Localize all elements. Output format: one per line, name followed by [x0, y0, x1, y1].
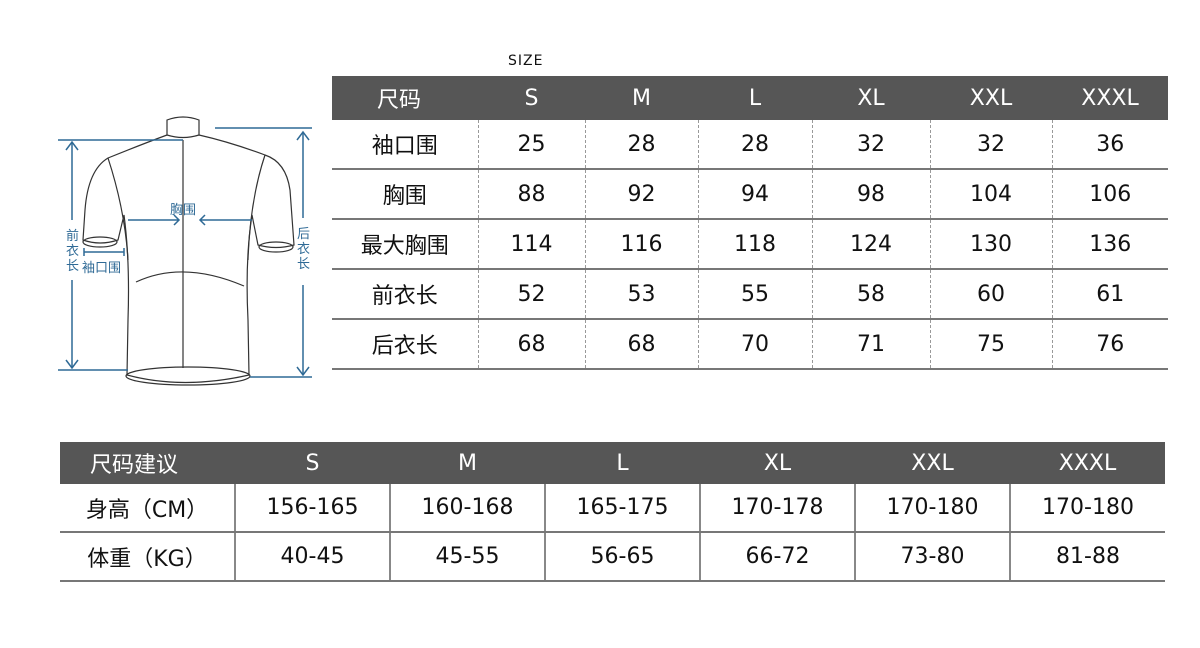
table-cell: 165-175: [544, 484, 700, 533]
measure-lines: [58, 127, 312, 378]
row-label: 袖口围: [332, 120, 478, 170]
table-cell: 114: [477, 219, 585, 270]
back-length-label-2: 衣: [297, 241, 310, 257]
table-cell: 28: [584, 120, 698, 170]
table-cell: 124: [811, 219, 930, 270]
row-label: 后衣长: [332, 319, 478, 370]
header-size: XL: [812, 76, 930, 120]
table-cell: 25: [477, 120, 585, 170]
header-size: M: [390, 442, 545, 484]
table-cell: 170-180: [854, 484, 1010, 533]
table-cell: 170-178: [699, 484, 855, 533]
table-cell: 56-65: [544, 532, 700, 582]
table-row: 后衣长 68 68 70 71 75 76: [332, 319, 1168, 370]
table-cell: 116: [584, 219, 698, 270]
front-length-label-1: 前: [66, 228, 79, 244]
back-length-label-1: 后: [297, 227, 310, 242]
row-label: 前衣长: [332, 269, 478, 320]
table-cell: 94: [697, 169, 812, 220]
front-length-label-2: 衣: [66, 243, 79, 259]
recommendation-header-row: 尺码建议 S M L XL XXL XXXL: [60, 442, 1165, 484]
table-row: 最大胸围 114 116 118 124 130 136: [332, 219, 1168, 270]
header-size: S: [478, 76, 585, 120]
cuff-label: 袖口围: [82, 261, 121, 276]
measurement-table: 尺码 S M L XL XXL XXXL 袖口围 25 28 28 32 32 36 胸围 88 92 94 98…: [332, 76, 1168, 370]
table-row: 体重（KG） 40-45 45-55 56-65 66-72 73-80 81-88: [60, 532, 1165, 582]
chest-label: 胸围: [170, 203, 196, 218]
table-cell: 75: [929, 319, 1052, 370]
table-cell: 32: [811, 120, 930, 170]
row-label: 胸围: [332, 169, 478, 220]
table-row: 身高（CM） 156-165 160-168 165-175 170-178 170-18…: [60, 484, 1165, 533]
jersey-diagram: 胸围 袖口围 前 衣 长 后 衣 长: [58, 116, 312, 386]
table-cell: 160-168: [389, 484, 545, 533]
table-row: 胸围 88 92 94 98 104 106: [332, 169, 1168, 220]
table-cell: 36: [1051, 120, 1168, 170]
back-length-label-3: 长: [297, 257, 310, 272]
size-caption: SIZE: [508, 53, 544, 69]
table-cell: 170-180: [1009, 484, 1165, 533]
table-cell: 92: [584, 169, 698, 220]
table-cell: 45-55: [389, 532, 545, 582]
header-size: L: [545, 442, 700, 484]
header-label: 尺码: [332, 76, 478, 120]
table-cell: 98: [811, 169, 930, 220]
header-size: M: [585, 76, 698, 120]
row-label: 最大胸围: [332, 219, 478, 270]
row-label: 体重（KG）: [60, 532, 235, 582]
table-cell: 68: [477, 319, 585, 370]
table-cell: 32: [929, 120, 1052, 170]
table-cell: 118: [697, 219, 812, 270]
row-label: 身高（CM）: [60, 484, 235, 533]
table-row: 袖口围 25 28 28 32 32 36: [332, 120, 1168, 170]
table-row: 前衣长 52 53 55 58 60 61: [332, 269, 1168, 320]
measurement-header-row: 尺码 S M L XL XXL XXXL: [332, 76, 1168, 120]
header-size: XXL: [930, 76, 1052, 120]
table-cell: 66-72: [699, 532, 855, 582]
table-cell: 104: [929, 169, 1052, 220]
table-cell: 53: [584, 269, 698, 320]
table-cell: 52: [477, 269, 585, 320]
table-cell: 58: [811, 269, 930, 320]
table-cell: 73-80: [854, 532, 1010, 582]
table-cell: 88: [477, 169, 585, 220]
table-cell: 156-165: [234, 484, 390, 533]
table-cell: 71: [811, 319, 930, 370]
header-size: XL: [700, 442, 855, 484]
table-cell: 70: [697, 319, 812, 370]
table-cell: 61: [1051, 269, 1168, 320]
table-cell: 136: [1051, 219, 1168, 270]
table-cell: 68: [584, 319, 698, 370]
front-length-label-3: 长: [66, 259, 79, 274]
table-cell: 130: [929, 219, 1052, 270]
header-size: XXL: [855, 442, 1010, 484]
table-cell: 106: [1051, 169, 1168, 220]
size-recommendation-table: 尺码建议 S M L XL XXL XXXL 身高（CM） 156-165 160-168 165…: [60, 442, 1165, 582]
table-cell: 81-88: [1009, 532, 1165, 582]
header-label: 尺码建议: [60, 442, 235, 484]
table-cell: 55: [697, 269, 812, 320]
header-size: S: [235, 442, 390, 484]
table-cell: 40-45: [234, 532, 390, 582]
table-cell: 76: [1051, 319, 1168, 370]
header-size: XXXL: [1010, 442, 1165, 484]
jersey-outline: [82, 116, 295, 386]
header-size: L: [698, 76, 812, 120]
table-cell: 60: [929, 269, 1052, 320]
header-size: XXXL: [1052, 76, 1168, 120]
table-cell: 28: [697, 120, 812, 170]
